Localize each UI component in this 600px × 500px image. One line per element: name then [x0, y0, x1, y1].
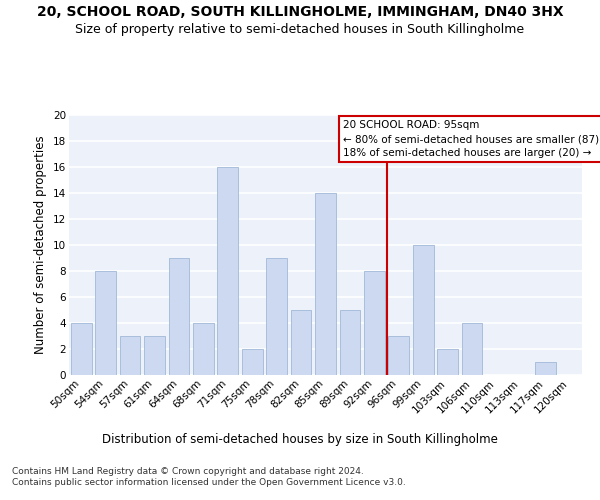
Bar [144, 336, 165, 375]
Text: Size of property relative to semi-detached houses in South Killingholme: Size of property relative to semi-detach… [76, 22, 524, 36]
Bar [242, 349, 263, 375]
Bar [266, 258, 287, 375]
Text: 20, SCHOOL ROAD, SOUTH KILLINGHOLME, IMMINGHAM, DN40 3HX: 20, SCHOOL ROAD, SOUTH KILLINGHOLME, IMM… [37, 5, 563, 19]
Bar [290, 310, 311, 375]
Bar [437, 349, 458, 375]
Bar [461, 323, 482, 375]
Bar [95, 271, 116, 375]
Bar [315, 193, 336, 375]
Bar [169, 258, 190, 375]
Bar [413, 245, 434, 375]
Bar [535, 362, 556, 375]
Text: Contains HM Land Registry data © Crown copyright and database right 2024.
Contai: Contains HM Land Registry data © Crown c… [12, 468, 406, 487]
Bar [340, 310, 361, 375]
Y-axis label: Number of semi-detached properties: Number of semi-detached properties [34, 136, 47, 354]
Bar [119, 336, 140, 375]
Bar [71, 323, 92, 375]
Bar [217, 167, 238, 375]
Text: 20 SCHOOL ROAD: 95sqm
← 80% of semi-detached houses are smaller (87)
18% of semi: 20 SCHOOL ROAD: 95sqm ← 80% of semi-deta… [343, 120, 599, 158]
Text: Distribution of semi-detached houses by size in South Killingholme: Distribution of semi-detached houses by … [102, 432, 498, 446]
Bar [388, 336, 409, 375]
Bar [364, 271, 385, 375]
Bar [193, 323, 214, 375]
